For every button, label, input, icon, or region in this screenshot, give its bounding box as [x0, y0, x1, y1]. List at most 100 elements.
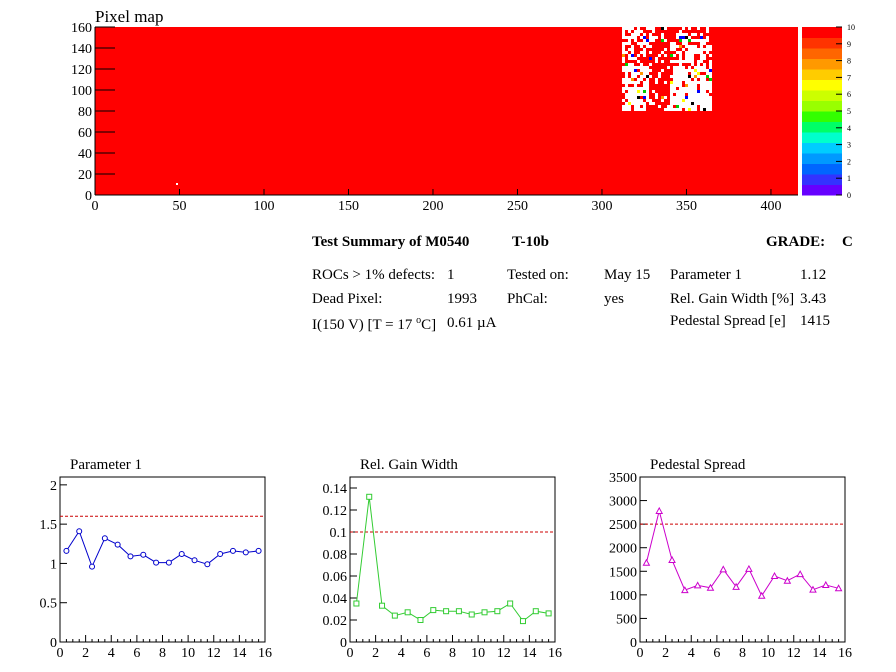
noise-pixel	[682, 27, 685, 30]
noise-pixel	[700, 39, 703, 42]
noise-pixel	[673, 84, 676, 87]
series-line	[65, 530, 259, 568]
noise-pixel	[640, 90, 643, 93]
noise-pixel	[649, 75, 652, 78]
noise-pixel	[691, 108, 694, 111]
parameter1-plot: Parameter 1 0 0.5 1 1.5 2 0 2 4 6 8 10 12 14 16	[40, 457, 273, 661]
plot-title: Parameter 1	[70, 457, 142, 473]
data-point	[642, 558, 651, 566]
noise-pixel	[676, 102, 679, 105]
rocs-value: 1	[447, 267, 455, 283]
noise-pixel	[628, 81, 631, 84]
noise-pixel	[625, 66, 628, 69]
noise-pixel	[643, 69, 646, 72]
noise-pixel	[640, 36, 643, 39]
noise-pixel	[691, 75, 694, 78]
noise-pixel	[697, 69, 700, 72]
noise-pixel	[625, 108, 628, 111]
x-tick-label: 2	[662, 646, 669, 661]
noise-pixel	[688, 60, 691, 63]
noise-pixel	[679, 105, 682, 108]
noise-pixel	[685, 99, 688, 102]
noise-pixel	[703, 90, 706, 93]
noise-pixel	[625, 51, 628, 54]
palette-band	[802, 121, 842, 133]
noise-pixel	[691, 51, 694, 54]
noise-pixel	[694, 72, 697, 75]
palette-band	[802, 48, 842, 59]
y-tick-label: 1500	[609, 565, 637, 580]
noise-pixel	[670, 99, 673, 102]
noise-pixel	[640, 63, 643, 66]
noise-pixel	[676, 69, 679, 72]
noise-pixel	[643, 75, 646, 78]
noise-pixel	[661, 33, 664, 36]
noise-pixel	[706, 99, 709, 102]
noise-pixel	[700, 33, 703, 36]
series-line	[355, 496, 549, 622]
noise-pixel	[694, 84, 697, 87]
noise-pixel	[682, 60, 685, 63]
noise-pixel	[631, 96, 634, 99]
noise-pixel	[691, 57, 694, 60]
noise-pixel	[679, 102, 682, 105]
noise-pixel	[622, 30, 625, 33]
noise-pixel	[622, 66, 625, 69]
noise-pixel	[640, 99, 643, 102]
noise-pixel	[634, 93, 637, 96]
data-point	[217, 551, 224, 557]
noise-pixel	[649, 99, 652, 102]
noise-pixel	[670, 87, 673, 90]
noise-pixel	[679, 99, 682, 102]
noise-pixel	[679, 60, 682, 63]
noise-pixel	[682, 69, 685, 72]
noise-pixel	[676, 45, 679, 48]
noise-pixel	[682, 75, 685, 78]
palette-band	[802, 132, 842, 143]
noise-pixel	[664, 96, 667, 99]
noise-pixel	[688, 96, 691, 99]
data-point	[681, 586, 689, 594]
noise-pixel	[700, 99, 703, 102]
noise-pixel	[646, 90, 649, 93]
param1-label: Parameter 1	[670, 267, 743, 283]
palette-label: 10	[847, 23, 855, 32]
noise-pixel	[682, 99, 685, 102]
noise-pixel	[625, 81, 628, 84]
noise-pixel	[694, 90, 697, 93]
noise-pixel	[673, 60, 676, 63]
noise-pixel	[622, 51, 625, 54]
noise-pixel	[646, 45, 649, 48]
noise-pixel	[697, 51, 700, 54]
noise-pixel	[622, 69, 625, 72]
noise-pixel	[706, 69, 709, 72]
noise-pixel	[625, 102, 628, 105]
noise-pixel	[625, 93, 628, 96]
noise-pixel	[703, 57, 706, 60]
noise-pixel	[700, 45, 703, 48]
noise-pixel	[679, 57, 682, 60]
data-point	[255, 547, 262, 554]
x-tick-label: 8	[449, 646, 456, 661]
pixel-map-y-tick-label: 40	[78, 147, 92, 162]
noise-pixel	[640, 66, 643, 69]
gain-width-plot: Rel. Gain Width 0 0.02 0.04 0.06 0.08 0.1 0.12 0…	[323, 457, 563, 661]
noise-pixel	[652, 36, 655, 39]
y-tick-label: 2500	[609, 518, 637, 533]
palette-label: 8	[847, 57, 851, 66]
noise-pixel	[697, 90, 700, 93]
summary-title: Test Summary of M0540	[312, 234, 470, 250]
noise-pixel	[685, 57, 688, 60]
noise-pixel	[685, 81, 688, 84]
data-point	[468, 611, 475, 618]
noise-pixel	[664, 108, 667, 111]
data-point	[404, 609, 411, 616]
noise-pixel	[703, 66, 706, 69]
noise-pixel	[640, 45, 643, 48]
palette-band	[802, 163, 842, 175]
noise-pixel	[685, 105, 688, 108]
current-degree-sup: o	[416, 315, 422, 326]
x-tick-label: 14	[522, 646, 536, 661]
y-tick-label: 500	[616, 612, 637, 627]
noise-pixel	[673, 81, 676, 84]
